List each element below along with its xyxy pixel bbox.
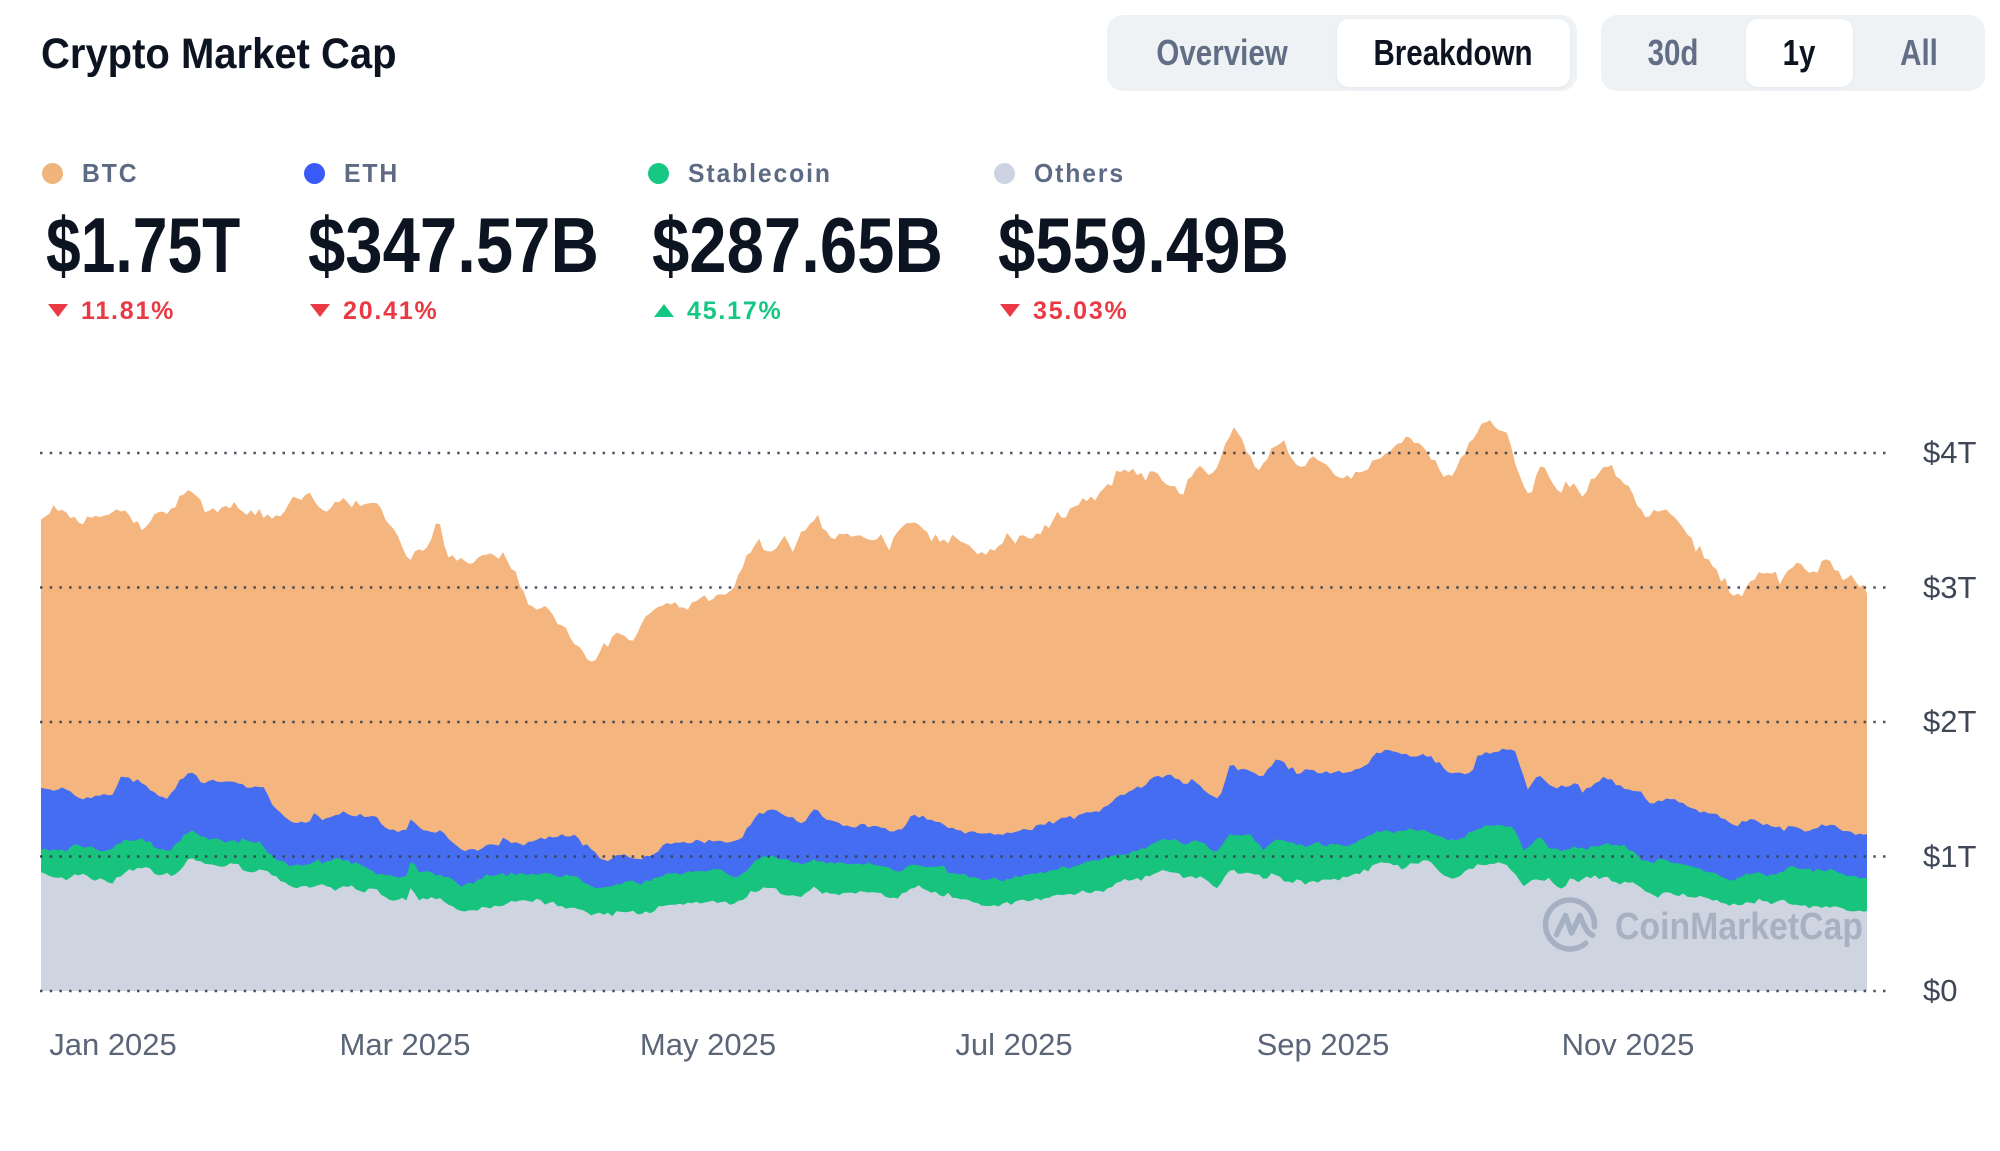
svg-text:CoinMarketCap: CoinMarketCap: [1615, 906, 1863, 948]
